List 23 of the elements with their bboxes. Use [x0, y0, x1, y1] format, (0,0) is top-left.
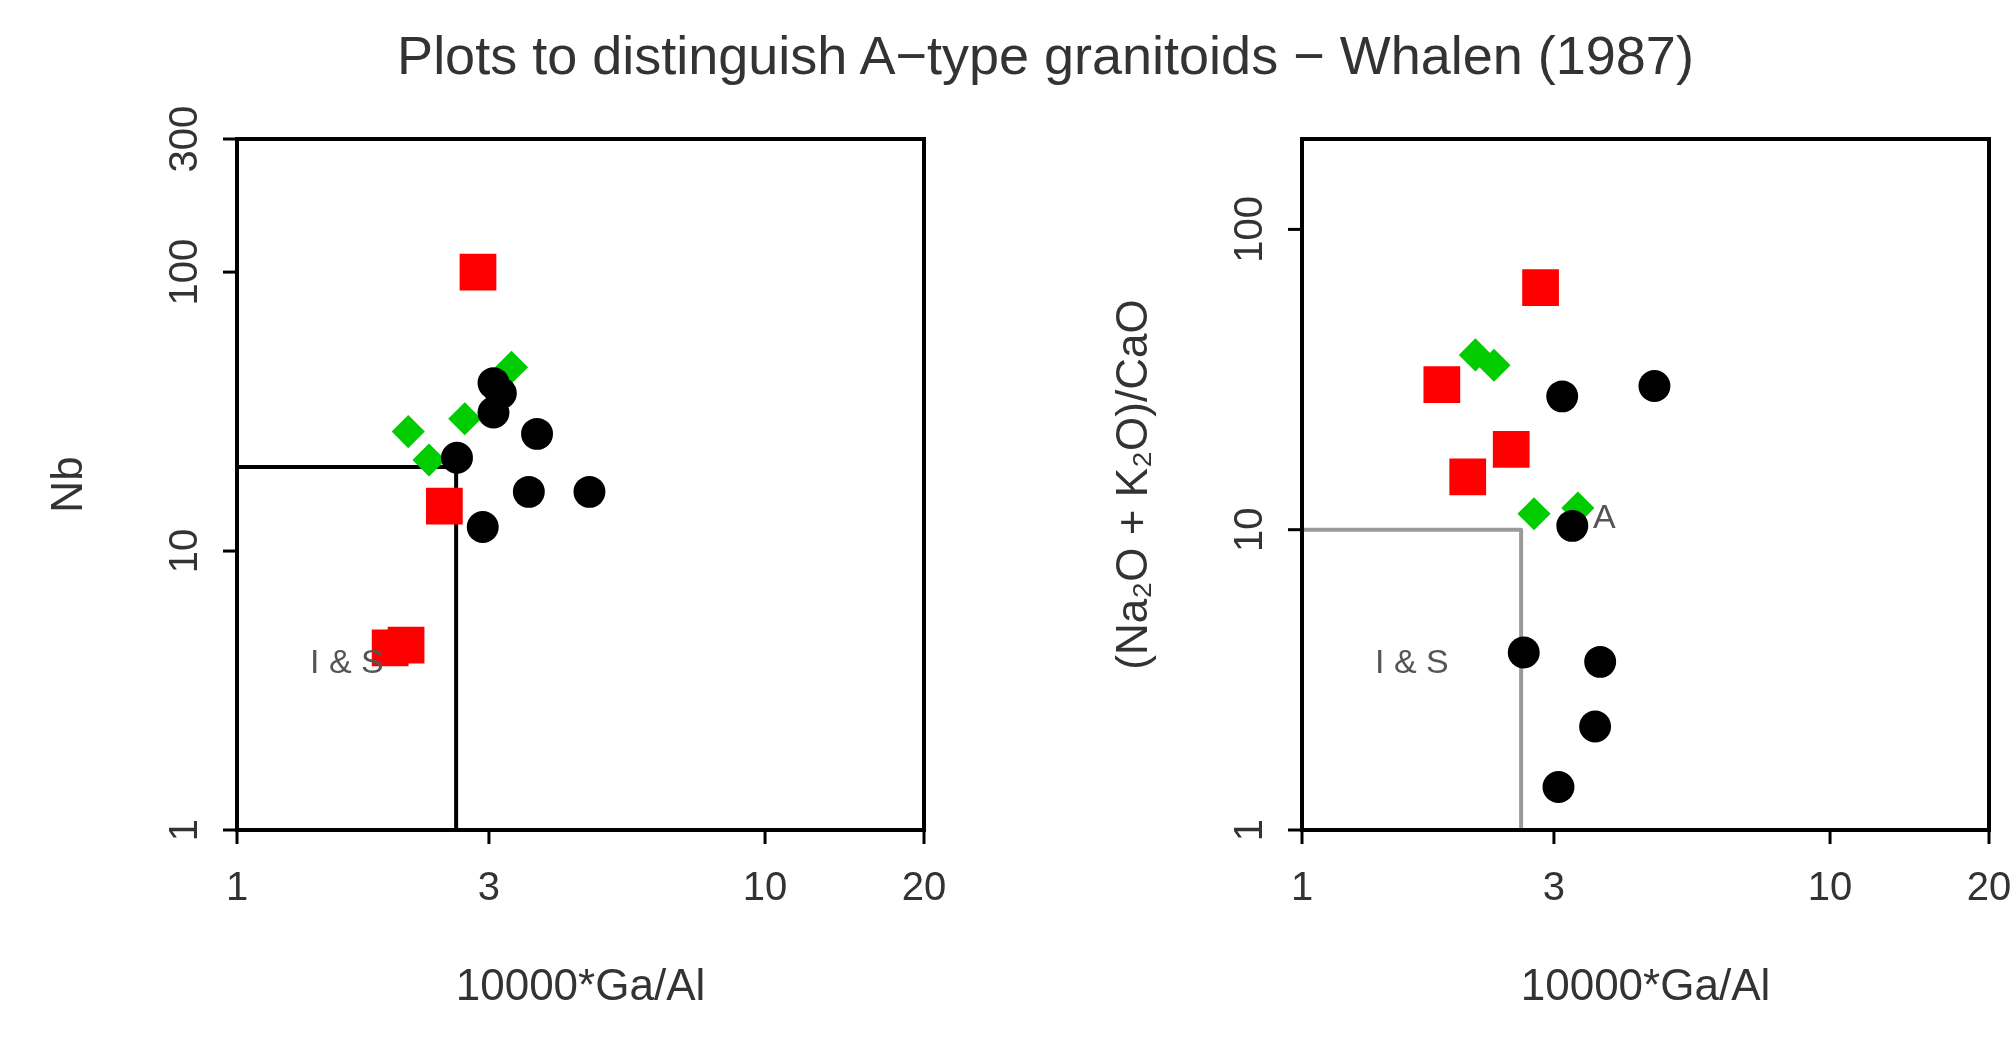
y-axis-title: (Na₂O + K₂O)/CaO — [1107, 299, 1156, 670]
y-tick-label: 1 — [161, 818, 205, 842]
x-tick-label: 3 — [477, 864, 501, 908]
x-axis-title: 10000*Ga/Al — [1520, 960, 1771, 1009]
y-tick-label: 300 — [161, 105, 205, 173]
y-axis-title: Nb — [42, 456, 91, 513]
y-tick-label: 10 — [161, 528, 205, 574]
x-tick-label: 10 — [742, 864, 788, 908]
x-tick-label: 1 — [225, 864, 249, 908]
x-tick-label: 3 — [1542, 864, 1566, 908]
text: Plots to distinguish A−type granitoids − Whalen (1987) — [397, 25, 1694, 85]
y-tick-label: 100 — [1226, 196, 1270, 263]
annotation: I & S — [310, 642, 384, 681]
y-tick-label: 10 — [1226, 507, 1270, 552]
annotation: I & S — [1375, 642, 1449, 681]
x-tick-label: 20 — [1966, 864, 2012, 908]
x-axis-title: 10000*Ga/Al — [455, 960, 706, 1009]
x-tick-label: 10 — [1807, 864, 1853, 908]
x-tick-label: 20 — [901, 864, 947, 908]
y-tick-label: 1 — [1226, 818, 1270, 842]
y-tick-label: 100 — [161, 238, 205, 306]
x-tick-label: 1 — [1290, 864, 1314, 908]
annotation: A — [1592, 497, 1616, 536]
